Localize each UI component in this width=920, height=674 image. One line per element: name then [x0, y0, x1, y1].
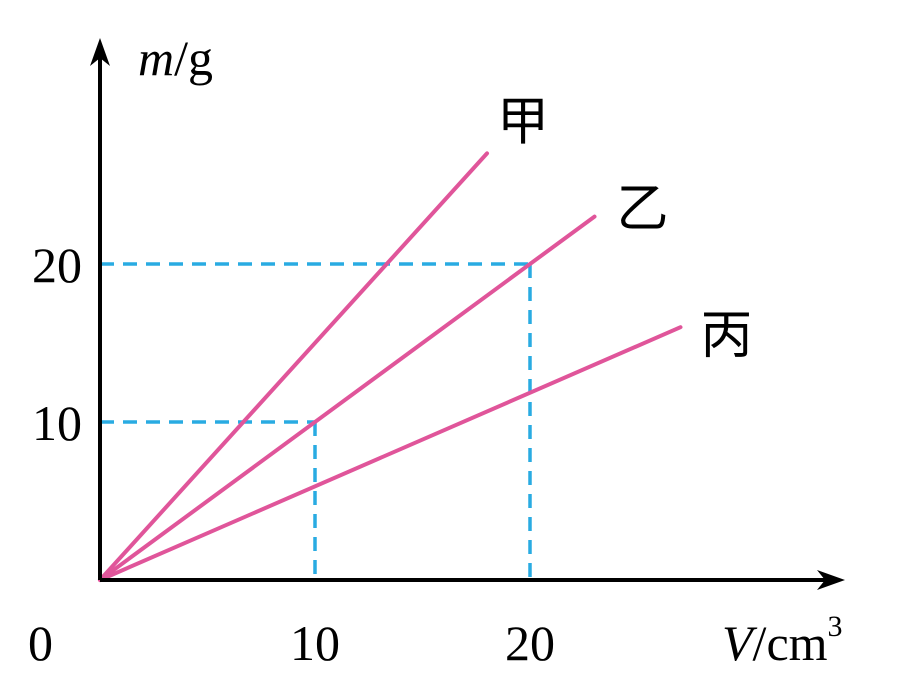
- guide-lines: [100, 262, 532, 580]
- series-lines: [98, 151, 683, 582]
- y-axis-label: m/g: [138, 30, 213, 86]
- y-axis-arrowhead: [90, 38, 110, 66]
- series-label-bing: 丙: [701, 306, 753, 366]
- y-axis-unit: /g: [174, 30, 213, 86]
- x-axis-label: V/cm3: [722, 610, 843, 671]
- y-tick-label-0: 10: [32, 395, 82, 451]
- series-line-0: [98, 151, 489, 582]
- series-label-jia: 甲: [497, 92, 549, 152]
- series-line-2: [98, 325, 683, 582]
- x-axis-variable: V: [722, 615, 758, 671]
- x-tick-label-0: 10: [290, 615, 340, 671]
- series-label-yi: 乙: [617, 180, 669, 240]
- origin-label: 0: [28, 615, 53, 671]
- x-axis-arrowhead: [817, 570, 845, 590]
- x-tick-label-1: 20: [505, 615, 555, 671]
- series-line-1: [98, 214, 597, 582]
- x-axis-unit-exponent: 3: [828, 610, 843, 643]
- y-tick-label-1: 20: [32, 237, 82, 293]
- tick-labels: 10 20 10 20: [32, 237, 555, 671]
- y-axis-variable: m: [138, 30, 174, 86]
- x-axis-unit: /cm: [753, 615, 828, 671]
